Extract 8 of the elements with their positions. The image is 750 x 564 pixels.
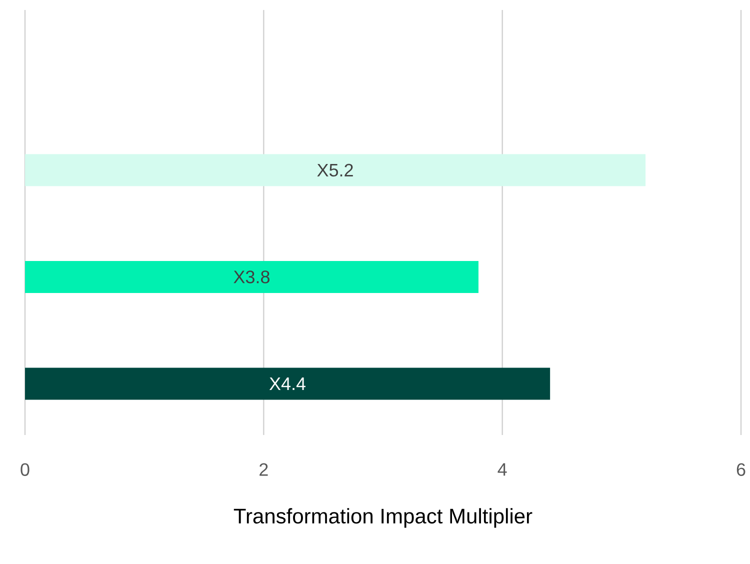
data-label: X5.2: [317, 164, 353, 177]
x-tick-label: 2: [260, 463, 268, 476]
data-label: X4.4: [269, 378, 306, 390]
x-tick-label: 4: [498, 463, 507, 476]
x-tick-label: 6: [736, 463, 746, 476]
data-label: X3.8: [234, 270, 270, 284]
x-axis-title: Transformation Impact Multiplier: [234, 508, 532, 528]
x-tick-label: 0: [20, 463, 30, 476]
